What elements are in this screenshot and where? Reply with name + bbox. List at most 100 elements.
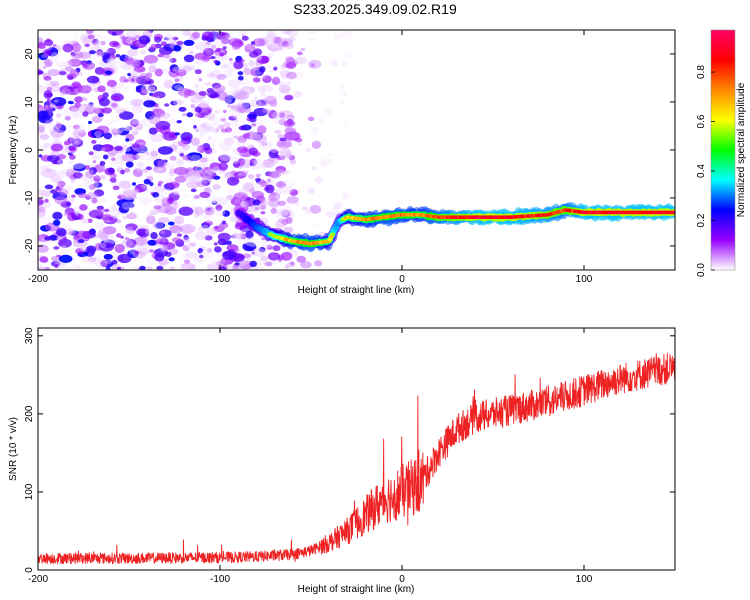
heatmap-noise-cell	[169, 225, 183, 234]
heatmap-noise-cell	[52, 170, 68, 180]
heatmap-noise-cell	[98, 242, 114, 252]
heatmap-noise-cell	[126, 30, 142, 39]
heatmap-noise-cell	[121, 36, 126, 40]
heatmap-noise-cell	[47, 69, 61, 77]
heatmap-noise-cell	[49, 56, 59, 64]
heatmap-noise-cell	[213, 242, 218, 246]
heatmap-noise-cell	[67, 75, 74, 81]
heatmap-noise-cell	[38, 69, 43, 76]
heatmap-noise-cell	[224, 174, 229, 179]
heatmap-noise-cell	[230, 121, 240, 128]
heatmap-noise-cell	[52, 211, 63, 220]
heatmap-noise-cell	[261, 189, 266, 193]
heatmap-noise-cell	[129, 69, 139, 76]
snr-panel: -200 -100 0 100 0 100 200 300 Height of straig…	[8, 327, 676, 595]
heatmap-noise-cell	[255, 180, 266, 190]
heatmap-noise-cell	[92, 154, 98, 160]
heatmap-noise-cell	[112, 32, 117, 36]
heatmap-noise-cell	[160, 41, 167, 46]
heatmap-noise-cell	[39, 133, 50, 141]
heatmap-noise-cell	[308, 30, 318, 34]
heatmap-noise-cell	[63, 140, 72, 146]
heatmap-noise-cell	[210, 257, 226, 268]
heatmap-noise-cell	[311, 140, 322, 149]
heatmap-noise-cell	[288, 226, 295, 231]
heatmap-noise-cell	[194, 206, 204, 216]
heatmap-noise-cell	[86, 30, 94, 35]
heatmap-noise-cell	[249, 162, 256, 167]
heatmap-noise-cell	[223, 137, 235, 146]
heatmap-noise-cell	[197, 248, 204, 254]
snr-frame	[37, 327, 676, 571]
heatmap-noise-cell	[252, 266, 259, 270]
heatmap-noise-cell	[60, 245, 67, 249]
heatmap-noise-cell	[44, 168, 52, 173]
heatmap-noise-cell	[88, 151, 94, 156]
heatmap-noise-cell	[245, 230, 254, 239]
heatmap-noise-cell	[86, 42, 101, 51]
snr-x-axis-label: Height of straight line (km)	[298, 584, 415, 595]
heatmap-noise-cell	[275, 165, 287, 173]
heatmap-noise-cell	[213, 208, 226, 217]
heatmap-noise-cell	[271, 36, 285, 45]
heatmap-noise-cell	[219, 75, 226, 81]
heatmap-noise-cell	[184, 172, 201, 182]
heatmap-noise-cell	[226, 195, 234, 200]
heatmap-noise-cell	[221, 220, 227, 225]
heatmap-noise-cell	[125, 37, 133, 44]
heatmap-noise-cell	[248, 174, 255, 179]
heatmap-noise-cell	[176, 230, 181, 235]
heatmap-noise-cell	[145, 230, 150, 234]
heatmap-noise-cell	[105, 49, 110, 54]
heatmap-noise-cell	[96, 49, 104, 56]
heatmap-noise-cell	[65, 166, 73, 173]
heatmap-noise-cell	[78, 127, 86, 134]
heatmap-noise-cell	[173, 45, 182, 52]
heatmap-noise-cell	[325, 211, 336, 218]
heatmap-noise-cell	[70, 178, 76, 184]
heatmap-noise-cell	[196, 180, 208, 188]
heatmap-noise-cell	[102, 198, 107, 202]
heatmap-noise-cell	[308, 59, 322, 69]
heatmap-noise-cell	[111, 128, 119, 136]
heatmap-noise-cell	[201, 124, 207, 128]
heatmap-noise-cell	[239, 201, 249, 208]
heatmap-noise-cell	[59, 247, 70, 256]
heatmap-noise-cell	[307, 187, 316, 195]
heatmap-noise-cell	[38, 126, 45, 132]
heatmap-noise-cell	[140, 237, 148, 244]
heatmap-noise-cell	[242, 182, 255, 192]
heatmap-noise-cell	[247, 62, 255, 66]
heatmap-noise-cell	[55, 61, 67, 68]
heatmap-noise-cell	[168, 257, 175, 262]
heatmap-noise-cell	[178, 206, 194, 216]
heatmap-noise-cell	[93, 150, 99, 155]
heatmap-noise-cell	[253, 107, 268, 117]
heatmap-noise-cell	[49, 103, 56, 109]
heatmap-noise-cell	[68, 160, 74, 165]
heatmap-noise-cell	[95, 135, 101, 139]
heatmap-noise-cell	[146, 266, 153, 270]
heatmap-noise-cell	[41, 189, 52, 198]
heatmap-noise-cell	[136, 120, 146, 127]
heatmap-noise-cell	[119, 111, 134, 120]
heatmap-noise-cell	[52, 43, 57, 47]
heatmap-noise-cell	[62, 224, 71, 229]
heatmap-noise-cell	[77, 239, 85, 243]
heatmap-noise-cell	[270, 163, 275, 169]
heatmap-noise-cell	[167, 36, 174, 41]
heatmap-noise-cell	[44, 267, 50, 270]
heatmap-noise-cell	[269, 42, 278, 49]
heatmap-noise-cell	[216, 34, 227, 40]
heatmap-noise-cell	[222, 258, 231, 264]
heatmap-noise-cell	[155, 222, 166, 229]
heatmap-noise-cell	[212, 184, 221, 190]
heatmap-noise-cell	[300, 261, 312, 269]
heatmap-noise-cell	[84, 43, 90, 47]
heatmap-noise-cell	[289, 224, 295, 228]
heatmap-noise-cell	[222, 109, 227, 114]
heatmap-noise-cell	[107, 87, 117, 94]
heatmap-noise-cell	[197, 167, 202, 171]
heatmap-noise-cell	[153, 195, 168, 205]
heatmap-noise-cell	[310, 126, 320, 134]
